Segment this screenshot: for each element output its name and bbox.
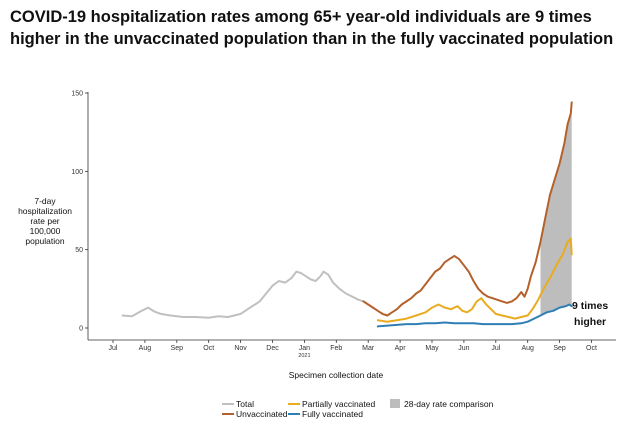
y-tick-label-50: 50 [75, 247, 83, 254]
legend-swatch-partially-vaccinated [288, 403, 300, 405]
y-axis-label: 7-day hospitalization rate per 100,000 p… [12, 196, 78, 246]
x-tick-label-may-10: May [425, 345, 439, 352]
y-tick-label-100: 100 [71, 169, 83, 176]
x-tick-label-apr-9: Apr [395, 345, 407, 352]
legend-label-partially-vaccinated: Partially vaccinated [302, 399, 376, 409]
legend-label-fully-vaccinated: Fully vaccinated [302, 409, 363, 419]
x-tick-label-aug-13: Aug [521, 345, 534, 352]
x-tick-label-jan-6: Jan [299, 345, 310, 352]
y-tick-label-150: 150 [71, 91, 83, 98]
y-axis-label-line-5: population [25, 236, 65, 246]
series-line-total [121, 270, 365, 319]
x-tick-year-label: 2021 [298, 353, 310, 359]
legend-label-comparison: 28-day rate comparison [404, 399, 494, 409]
annotation-line-1: 9 times [572, 300, 609, 312]
y-axis-label-line-2: hospitalization [18, 206, 72, 216]
chart-title-line-2: higher in the unvaccinated population th… [10, 30, 614, 48]
y-tick-label-0: 0 [79, 326, 83, 333]
x-tick-label-nov-4: Nov [234, 345, 247, 352]
legend-swatch-total [222, 403, 234, 405]
x-tick-label-aug-1: Aug [139, 345, 152, 352]
x-tick-label-sep-2: Sep [171, 345, 184, 352]
x-tick-label-jul-12: Jul [491, 345, 500, 352]
chart-title-line-1: COVID-19 hospitalization rates among 65+… [10, 8, 592, 26]
legend-label-total: Total [236, 399, 254, 409]
x-tick-label-jul-0: Jul [109, 345, 118, 352]
y-axis-label-line-3: rate per [30, 216, 60, 226]
series-line-unvaccinated [362, 101, 573, 317]
annotation-line-2: higher [574, 316, 607, 328]
series-line-fully-vaccinated [376, 303, 573, 328]
x-tick-label-jun-11: Jun [458, 345, 469, 352]
annotation-nine-times-higher: 9 times higher [572, 298, 608, 330]
x-tick-label-sep-14: Sep [553, 345, 566, 352]
chart-title: COVID-19 hospitalization rates among 65+… [10, 6, 626, 50]
legend-swatch-fully-vaccinated [288, 413, 300, 415]
x-tick-label-oct-3: Oct [203, 345, 214, 352]
x-tick-label-dec-5: Dec [266, 345, 279, 352]
comparison-band [540, 102, 572, 316]
legend-swatch-comparison [390, 399, 400, 408]
y-axis-label-line-1: 7-day [34, 196, 56, 206]
x-tick-label-feb-7: Feb [330, 345, 342, 352]
y-axis-label-line-4: 100,000 [29, 226, 61, 236]
x-tick-label-mar-8: Mar [362, 345, 375, 352]
legend-swatch-unvaccinated [222, 413, 234, 415]
x-axis-label: Specimen collection date [288, 370, 384, 380]
x-tick-label-oct-15: Oct [586, 345, 597, 352]
legend-label-unvaccinated: Unvaccinated [236, 409, 288, 419]
series-line-partially-vaccinated [376, 237, 573, 323]
